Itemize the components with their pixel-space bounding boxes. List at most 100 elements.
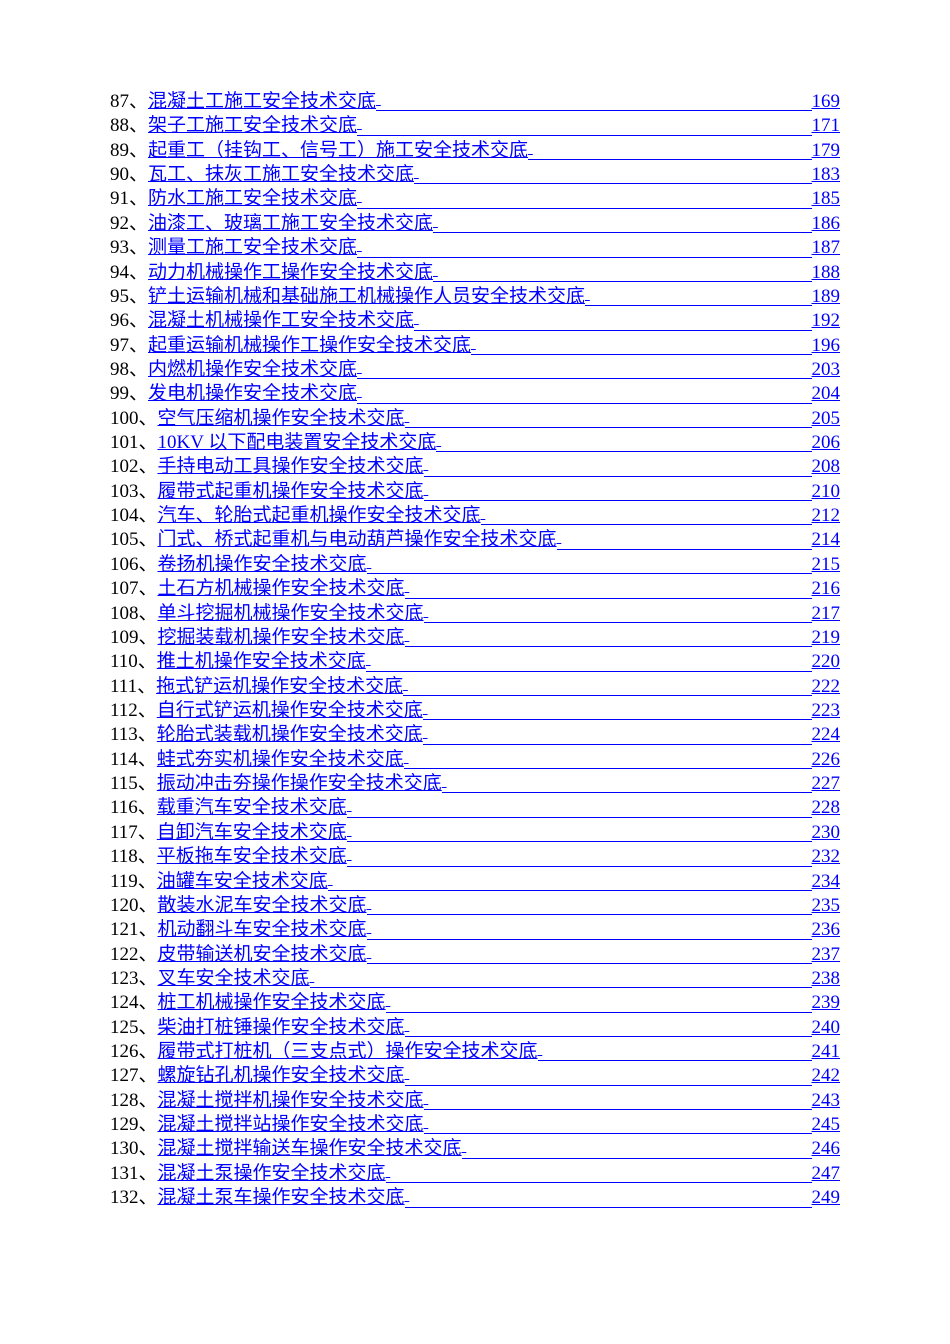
toc-entry-page-link[interactable]: 249 <box>812 1186 841 1209</box>
toc-entry-title-link[interactable]: 混凝土搅拌机操作安全技术交底 <box>158 1089 424 1112</box>
toc-entry-title-link[interactable]: 拖式铲运机操作安全技术交底 <box>156 675 403 698</box>
toc-entry-title-link[interactable]: 混凝土泵操作安全技术交底 <box>158 1162 386 1185</box>
toc-entry-page-link[interactable]: 234 <box>812 870 841 893</box>
toc-leader-line <box>405 1061 812 1085</box>
toc-entry-page-link[interactable]: 186 <box>812 212 841 235</box>
toc-entry-page-link[interactable]: 220 <box>812 650 841 673</box>
toc-entry-page-link[interactable]: 196 <box>812 334 841 357</box>
toc-entry-title-link[interactable]: 机动翻斗车安全技术交底 <box>158 918 367 941</box>
toc-entry-title-link[interactable]: 自卸汽车安全技术交底 <box>157 821 347 844</box>
toc-entry-title-link[interactable]: 蛙式夯实机操作安全技术交底 <box>157 748 404 771</box>
toc-entry-title-link[interactable]: 动力机械操作工操作安全技术交底 <box>148 261 433 284</box>
toc-entry-page-link[interactable]: 223 <box>812 699 841 722</box>
toc-entry-title-link[interactable]: 测量工施工安全技术交底 <box>148 236 357 259</box>
toc-entry-title-link[interactable]: 散装水泥车安全技术交底 <box>158 894 367 917</box>
toc-entry-title-link[interactable]: 皮带输送机安全技术交底 <box>158 943 367 966</box>
toc-entry-title-link[interactable]: 发电机操作安全技术交底 <box>148 382 357 405</box>
toc-entry-page-link[interactable]: 219 <box>812 626 841 649</box>
toc-entry-page-link[interactable]: 224 <box>812 723 841 746</box>
toc-entry-page-link[interactable]: 243 <box>812 1089 841 1112</box>
toc-entry-title-link[interactable]: 混凝土机械操作工安全技术交底 <box>148 309 414 332</box>
toc-entry-title-link[interactable]: 空气压缩机操作安全技术交底 <box>158 407 405 430</box>
toc-entry-number: 127、 <box>110 1064 158 1087</box>
toc-entry-title-link[interactable]: 叉车安全技术交底 <box>158 967 310 990</box>
toc-entry-title-link[interactable]: 混凝土搅拌站操作安全技术交底 <box>158 1113 424 1136</box>
toc-entry-title-link[interactable]: 推土机操作安全技术交底 <box>157 650 366 673</box>
toc-entry-title-link[interactable]: 桩工机械操作安全技术交底 <box>158 991 386 1014</box>
toc-entry-page-link[interactable]: 217 <box>812 602 841 625</box>
toc-entry: 132、混凝土泵车操作安全技术交底 249 <box>110 1186 840 1210</box>
toc-entry-page-link[interactable]: 240 <box>812 1016 841 1039</box>
toc-entry-number: 101、 <box>110 431 158 454</box>
toc-entry-page-link[interactable]: 208 <box>812 455 841 478</box>
toc-entry-title-link[interactable]: 门式、桥式起重机与电动葫芦操作安全技术交底 <box>158 528 557 551</box>
toc-entry-page-link[interactable]: 204 <box>812 382 841 405</box>
toc-entry-title-link[interactable]: 起重工（挂钩工、信号工）施工安全技术交底 <box>148 139 528 162</box>
toc-entry-page-link[interactable]: 236 <box>812 918 841 941</box>
toc-entry-page-link[interactable]: 215 <box>812 553 841 576</box>
toc-entry-title-link[interactable]: 起重运输机械操作工操作安全技术交底 <box>148 334 471 357</box>
toc-entry-title-link[interactable]: 瓦工、抹灰工施工安全技术交底 <box>148 163 414 186</box>
toc-entry-page-link[interactable]: 232 <box>812 845 841 868</box>
toc-entry-title-link[interactable]: 铲土运输机械和基础施工机械操作人员安全技术交底 <box>148 285 585 308</box>
toc-entry-title-link[interactable]: 履带式起重机操作安全技术交底 <box>158 480 424 503</box>
toc-leader-line <box>405 623 812 647</box>
toc-entry-number: 98、 <box>110 358 148 381</box>
toc-entry-title-link[interactable]: 10KV 以下配电装置安全技术交底 <box>158 431 437 454</box>
toc-entry-title-link[interactable]: 油漆工、玻璃工施工安全技术交底 <box>148 212 433 235</box>
toc-entry-title-link[interactable]: 单斗挖掘机械操作安全技术交底 <box>158 602 424 625</box>
toc-entry-title-link[interactable]: 土石方机械操作安全技术交底 <box>158 577 405 600</box>
toc-entry-number: 130、 <box>110 1137 158 1160</box>
toc-entry-title-link[interactable]: 载重汽车安全技术交底 <box>157 796 347 819</box>
toc-entry-page-link[interactable]: 212 <box>812 504 841 527</box>
toc-entry-page-link[interactable]: 206 <box>812 431 841 454</box>
toc-entry-page-link[interactable]: 245 <box>812 1113 841 1136</box>
toc-entry-page-link[interactable]: 246 <box>812 1137 841 1160</box>
toc-entry-page-link[interactable]: 205 <box>812 407 841 430</box>
toc-entry-title-link[interactable]: 混凝土泵车操作安全技术交底 <box>158 1186 405 1209</box>
toc-entry-page-link[interactable]: 171 <box>812 114 841 137</box>
toc-entry-title-link[interactable]: 履带式打桩机（三支点式）操作安全技术交底 <box>158 1040 538 1063</box>
toc-entry-title-link[interactable]: 防水工施工安全技术交底 <box>148 187 357 210</box>
toc-entry-title-link[interactable]: 油罐车安全技术交底 <box>157 870 328 893</box>
toc-entry-page-link[interactable]: 228 <box>812 796 841 819</box>
toc-entry-title-link[interactable]: 平板拖车安全技术交底 <box>157 845 347 868</box>
toc-entry-page-link[interactable]: 241 <box>812 1040 841 1063</box>
toc-entry-page-link[interactable]: 242 <box>812 1064 841 1087</box>
toc-entry-title-link[interactable]: 柴油打桩锤操作安全技术交底 <box>158 1016 405 1039</box>
toc-entry-page-link[interactable]: 192 <box>812 309 841 332</box>
toc-entry-title-link[interactable]: 手持电动工具操作安全技术交底 <box>158 455 424 478</box>
toc-entry-title-link[interactable]: 混凝土工施工安全技术交底 <box>148 90 376 113</box>
toc-entry-page-link[interactable]: 230 <box>812 821 841 844</box>
toc-entry-page-link[interactable]: 210 <box>812 480 841 503</box>
toc-entry-title-link[interactable]: 汽车、轮胎式起重机操作安全技术交底 <box>158 504 481 527</box>
toc-entry-page-link[interactable]: 239 <box>812 991 841 1014</box>
toc-entry-page-link[interactable]: 238 <box>812 967 841 990</box>
toc-entry-page-link[interactable]: 214 <box>812 528 841 551</box>
toc-entry-title-link[interactable]: 混凝土搅拌输送车操作安全技术交底 <box>158 1137 462 1160</box>
toc-entry-page-link[interactable]: 183 <box>812 163 841 186</box>
toc-entry-page-link[interactable]: 222 <box>812 675 841 698</box>
toc-entry-page-link[interactable]: 203 <box>812 358 841 381</box>
toc-entry-page-link[interactable]: 179 <box>812 139 841 162</box>
toc-entry-page-link[interactable]: 235 <box>812 894 841 917</box>
toc-entry-page-link[interactable]: 237 <box>812 943 841 966</box>
toc-entry-page-link[interactable]: 188 <box>812 261 841 284</box>
toc-entry-page-link[interactable]: 227 <box>812 772 841 795</box>
toc-leader-line <box>462 1134 812 1158</box>
toc-entry-title-link[interactable]: 自行式铲运机操作安全技术交底 <box>157 699 423 722</box>
toc-entry-title-link[interactable]: 挖掘装载机操作安全技术交底 <box>158 626 405 649</box>
toc-entry-page-link[interactable]: 187 <box>812 236 841 259</box>
toc-entry-title-link[interactable]: 螺旋钻孔机操作安全技术交底 <box>158 1064 405 1087</box>
toc-entry-title-link[interactable]: 卷扬机操作安全技术交底 <box>158 553 367 576</box>
toc-entry-page-link[interactable]: 189 <box>812 285 841 308</box>
toc-entry-page-link[interactable]: 216 <box>812 577 841 600</box>
toc-entry-title-link[interactable]: 内燃机操作安全技术交底 <box>148 358 357 381</box>
toc-entry-page-link[interactable]: 169 <box>812 90 841 113</box>
toc-entry-page-link[interactable]: 247 <box>812 1162 841 1185</box>
toc-entry-title-link[interactable]: 轮胎式装载机操作安全技术交底 <box>157 723 423 746</box>
toc-entry-page-link[interactable]: 226 <box>812 748 841 771</box>
toc-entry-title-link[interactable]: 架子工施工安全技术交底 <box>148 114 357 137</box>
toc-entry-title-link[interactable]: 振动冲击夯操作操作安全技术交底 <box>157 772 442 795</box>
toc-entry-page-link[interactable]: 185 <box>812 187 841 210</box>
